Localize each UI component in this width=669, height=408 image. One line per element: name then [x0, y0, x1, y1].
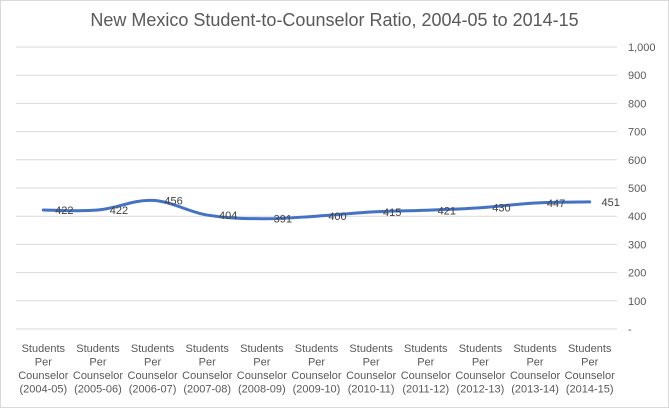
series-line-group	[41, 198, 592, 221]
x-tick-label: Students Per Counselor (2014-15)	[565, 343, 615, 396]
data-label: 391	[274, 214, 292, 226]
y-tick-label: 100	[628, 296, 646, 308]
data-label: 430	[492, 203, 510, 215]
y-tick-label: 700	[628, 127, 646, 139]
x-tick-label: Students Per Counselor (2007-08)	[182, 343, 232, 396]
x-tick-label: Students Per Counselor (2013-14)	[510, 343, 560, 396]
x-tick-label: Students Per Counselor (2005-06)	[73, 343, 123, 396]
y-axis-tick-labels: - 100 200 300 400 500 600 700 800 900 1,000	[628, 42, 656, 336]
y-tick-label: 500	[628, 183, 646, 195]
data-label: 451	[602, 197, 620, 209]
x-tick-label: Students Per Counselor (2006-07)	[128, 343, 178, 396]
x-tick-label: Students Per Counselor (2009-10)	[291, 343, 341, 396]
y-tick-label: 800	[628, 98, 646, 110]
y-tick-label: 300	[628, 239, 646, 251]
data-label: 404	[219, 210, 237, 222]
data-label: 421	[438, 205, 456, 217]
y-tick-label: 1,000	[628, 42, 656, 54]
x-tick-label: Students Per Counselor (2012-13)	[455, 343, 505, 396]
gridlines	[16, 46, 617, 330]
data-labels: 422 422 456 404 391 400 415 421 430 447 451	[55, 195, 620, 225]
x-tick-label: Students Per Counselor (2010-11)	[346, 343, 396, 396]
x-axis-tick-labels: Students Per Counselor (2004-05)Students Per…	[18, 343, 615, 396]
x-tick-label: Students Per Counselor (2011-12)	[401, 343, 451, 396]
x-tick-label: Students Per Counselor (2004-05)	[18, 343, 68, 396]
data-label: 400	[328, 211, 346, 223]
data-label: 415	[383, 207, 401, 219]
y-tick-label: 900	[628, 70, 646, 82]
y-tick-label: 600	[628, 155, 646, 167]
data-label: 422	[110, 205, 128, 217]
series-line	[41, 198, 592, 221]
data-label: 422	[55, 205, 73, 217]
x-tick-label: Students Per Counselor (2008-09)	[237, 343, 287, 396]
data-label: 447	[547, 198, 565, 210]
y-tick-label: -	[628, 324, 632, 336]
chart-title: New Mexico Student-to-Counselor Ratio, 2…	[90, 10, 579, 30]
data-label: 456	[164, 195, 182, 207]
y-tick-label: 400	[628, 211, 646, 223]
y-tick-label: 200	[628, 268, 646, 280]
